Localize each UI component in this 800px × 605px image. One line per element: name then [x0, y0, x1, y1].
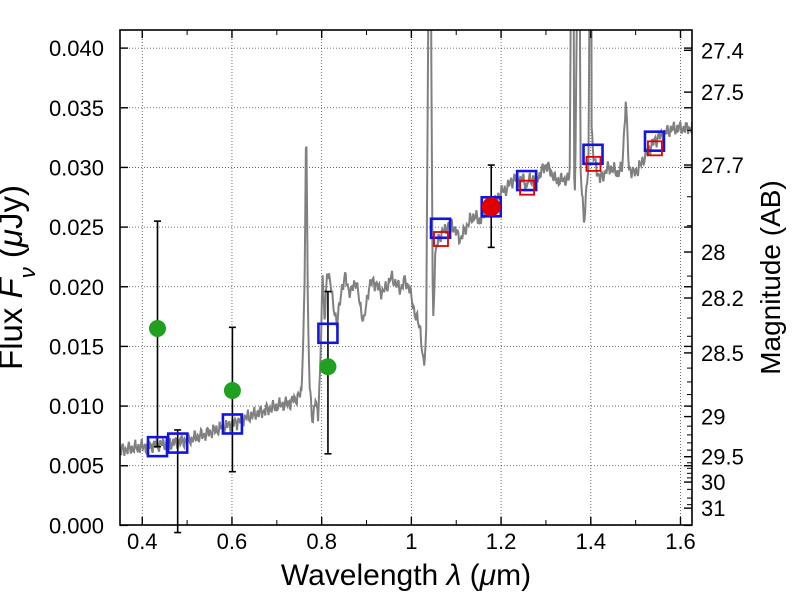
svg-text:27.4: 27.4	[701, 38, 744, 63]
svg-text:0.020: 0.020	[49, 275, 104, 300]
svg-text:1.4: 1.4	[575, 529, 606, 554]
svg-text:28: 28	[701, 240, 725, 265]
svg-text:Magnitude (AB): Magnitude (AB)	[755, 180, 786, 375]
svg-text:0.035: 0.035	[49, 96, 104, 121]
svg-text:28.5: 28.5	[701, 341, 744, 366]
svg-text:30: 30	[701, 470, 725, 495]
svg-text:0.040: 0.040	[49, 36, 104, 61]
svg-text:0.030: 0.030	[49, 155, 104, 180]
svg-text:1: 1	[405, 529, 417, 554]
svg-text:28.2: 28.2	[701, 286, 744, 311]
svg-text:0.8: 0.8	[306, 529, 337, 554]
svg-text:27.5: 27.5	[701, 80, 744, 105]
svg-text:Wavelength λ (μm): Wavelength λ (μm)	[281, 559, 531, 592]
svg-text:0.025: 0.025	[49, 215, 104, 240]
svg-text:1.2: 1.2	[486, 529, 517, 554]
svg-text:0.010: 0.010	[49, 394, 104, 419]
svg-text:29.5: 29.5	[701, 445, 744, 470]
svg-text:29: 29	[701, 405, 725, 430]
svg-text:0.000: 0.000	[49, 513, 104, 538]
svg-text:1.6: 1.6	[665, 529, 696, 554]
svg-text:0.4: 0.4	[127, 529, 158, 554]
svg-text:0.6: 0.6	[217, 529, 248, 554]
svg-text:31: 31	[701, 496, 725, 521]
svg-text:0.005: 0.005	[49, 454, 104, 479]
svg-text:27.7: 27.7	[701, 153, 744, 178]
svg-text:0.015: 0.015	[49, 334, 104, 359]
